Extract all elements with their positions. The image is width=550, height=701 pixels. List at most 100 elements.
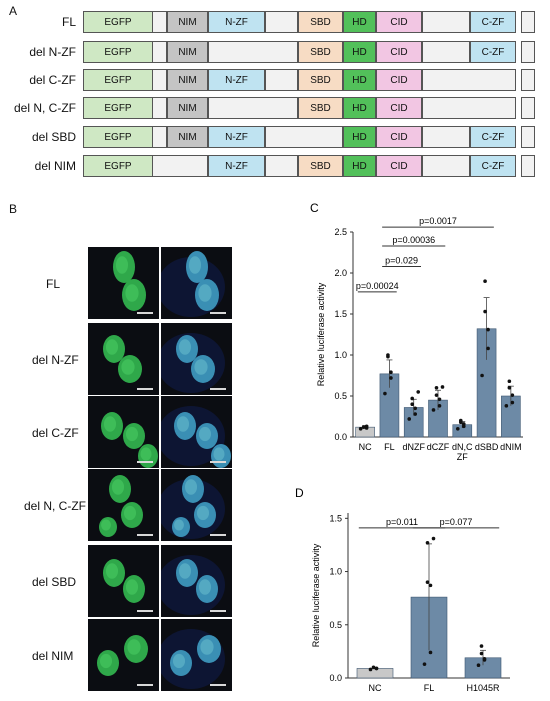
data-point (479, 651, 484, 656)
data-point (407, 417, 412, 421)
domain-nim: NIM (167, 69, 208, 91)
scale-bar (137, 388, 153, 390)
panel-d-bar-chart: D Relative luciferase activity 0.0 0.5 1.0 1.… (295, 486, 510, 693)
linker-region (208, 41, 298, 63)
data-point (510, 400, 515, 405)
data-point (434, 393, 439, 397)
data-point (434, 386, 439, 390)
y-axis-label: Relative luciferase activity (316, 282, 326, 386)
linker-region (265, 126, 343, 148)
data-point (358, 427, 363, 431)
gfp-channel-image (88, 619, 159, 691)
linker-region (150, 155, 208, 177)
domain-cid: CID (376, 41, 422, 63)
linker-region (521, 126, 535, 148)
data-point (410, 402, 415, 406)
construct-label: del C-ZF (29, 73, 76, 87)
panel-letter: C (310, 201, 319, 215)
domain-nim: NIM (167, 126, 208, 148)
y-tick-label: 0.0 (334, 432, 347, 442)
linker-region (265, 155, 298, 177)
data-point (483, 279, 487, 283)
linker-region (422, 126, 470, 148)
x-tick-label: dN,C ZF (452, 442, 473, 462)
scale-bar (210, 461, 226, 463)
domain-egfp: EGFP (83, 41, 153, 63)
scale-bar (137, 461, 153, 463)
domain-sbd: SBD (298, 69, 343, 91)
y-tick-label: 1.0 (334, 350, 347, 360)
data-point (361, 425, 366, 429)
data-point (461, 422, 466, 426)
domain-cid: CID (376, 97, 422, 119)
domain-c-zf: C-ZF (470, 11, 516, 33)
domain-nim: NIM (167, 41, 208, 63)
data-point (410, 396, 415, 401)
gfp-channel-image (88, 469, 159, 541)
data-point (368, 667, 373, 672)
data-point (461, 424, 466, 429)
data-point (425, 541, 430, 545)
scale-bar (210, 610, 226, 612)
data-point (479, 644, 484, 648)
data-point (486, 346, 490, 351)
x-tick-label: dCZF (427, 442, 450, 452)
linker-region (521, 97, 535, 119)
y-tick-label: 1.5 (334, 309, 347, 319)
x-tick-label: H1045R (466, 683, 500, 693)
data-point (374, 666, 379, 671)
domain-hd: HD (343, 97, 376, 119)
domain-cid: CID (376, 155, 422, 177)
data-point (507, 379, 512, 384)
domain-n-zf: N-ZF (208, 69, 265, 91)
domain-hd: HD (343, 126, 376, 148)
scale-bar (137, 312, 153, 314)
domain-egfp: EGFP (83, 97, 153, 119)
data-point (413, 406, 418, 411)
gfp-channel-image (88, 247, 159, 319)
data-point (440, 385, 445, 389)
domain-cid: CID (376, 69, 422, 91)
p-value-label: p=0.00024 (356, 281, 399, 291)
domain-n-zf: N-ZF (208, 11, 265, 33)
data-point (416, 390, 421, 394)
y-axis-label: Relative luciferase activity (311, 543, 321, 647)
data-point (486, 327, 490, 332)
bar (356, 668, 394, 679)
x-tick-label: dSBD (475, 442, 499, 452)
gfp-channel-image (88, 396, 159, 468)
merged-channel-image (161, 323, 232, 395)
panel-a-letter: A (9, 4, 18, 18)
linker-region (265, 69, 298, 91)
gfp-channel-image (88, 545, 159, 617)
data-point (383, 391, 387, 396)
linker-region (521, 69, 535, 91)
data-point (437, 404, 442, 408)
domain-sbd: SBD (298, 11, 343, 33)
merged-channel-image (161, 619, 232, 691)
linker-region (208, 97, 298, 119)
domain-nim: NIM (167, 97, 208, 119)
panel-c-bar-chart: C Relative luciferase activity 0.0 0.5 1.0 1.… (310, 201, 523, 462)
p-value-label: p=0.077 (440, 517, 473, 527)
x-tick-label: NC (369, 683, 382, 693)
data-point (389, 376, 393, 380)
data-point (428, 583, 433, 588)
image-row-label: FL (46, 277, 61, 291)
data-point (389, 370, 393, 375)
data-point (364, 424, 369, 429)
linker-region (422, 97, 516, 119)
data-point (437, 397, 442, 402)
construct-label: del SBD (31, 130, 76, 144)
image-row-label: del N-ZF (32, 353, 79, 367)
domain-cid: CID (376, 11, 422, 33)
domain-n-zf: N-ZF (208, 155, 265, 177)
data-point (425, 580, 430, 584)
data-point (428, 650, 433, 655)
data-point (476, 663, 481, 668)
linker-region (265, 11, 298, 33)
gfp-channel-image (88, 323, 159, 395)
linker-region (521, 41, 535, 63)
domain-n-zf: N-ZF (208, 126, 265, 148)
data-point (483, 309, 487, 314)
